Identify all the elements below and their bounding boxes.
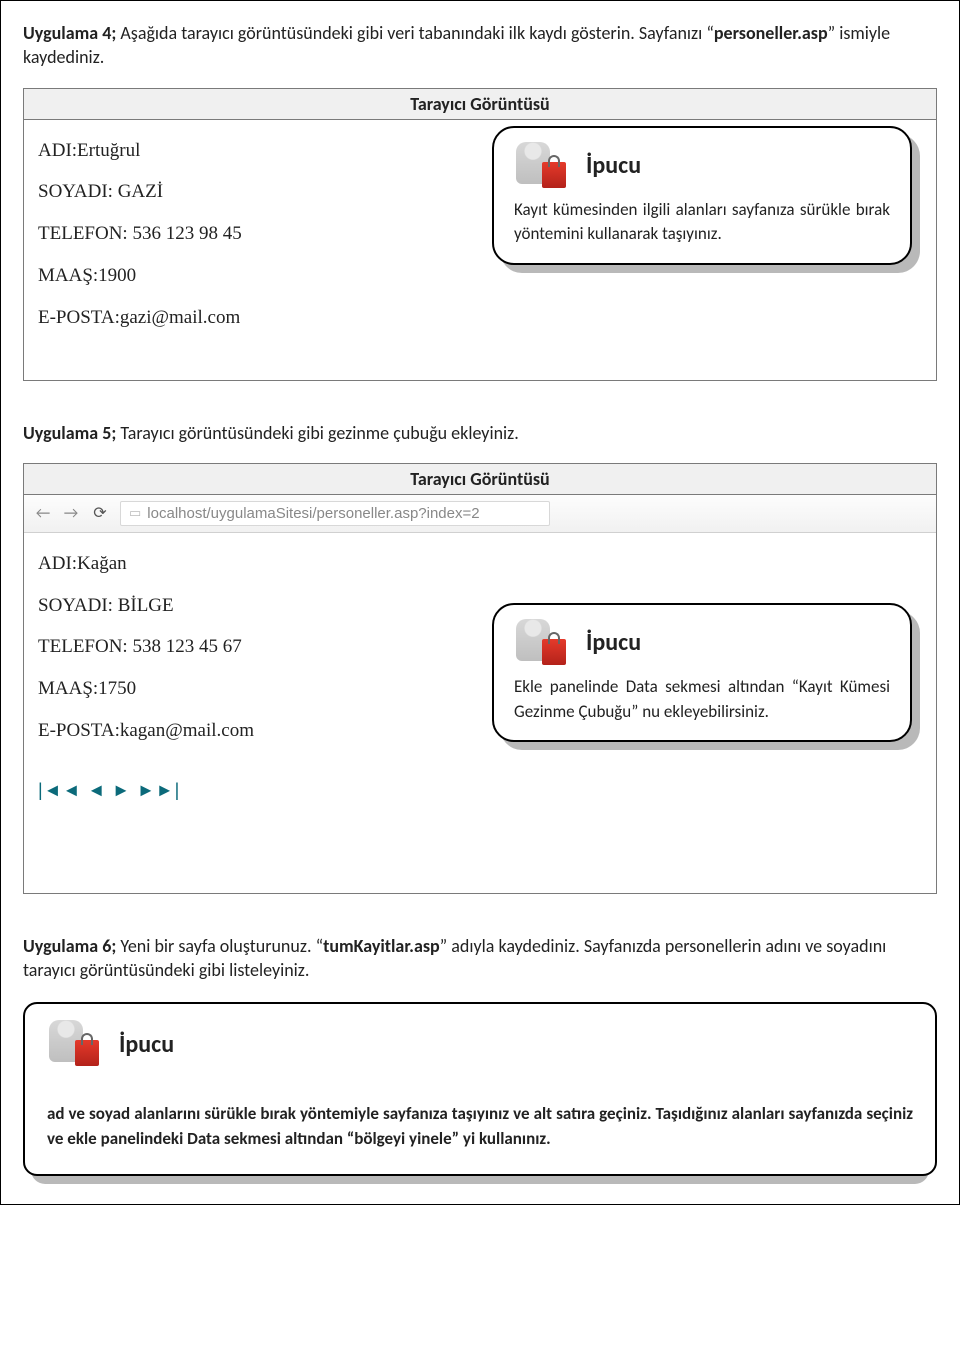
url-text: localhost/uygulamaSitesi/personeller.asp…: [147, 505, 479, 522]
prev-record-icon[interactable]: ◄: [87, 780, 106, 801]
back-icon[interactable]: ←: [34, 504, 52, 522]
tip-title: İpucu: [586, 628, 641, 657]
ex6-heading-filename: tumKayitlar.asp: [323, 935, 440, 957]
tip-head: İpucu: [47, 1020, 913, 1068]
next-record-icon[interactable]: ►: [112, 780, 131, 801]
ex4-heading-text1: Aşağıda tarayıcı görüntüsündeki gibi ver…: [116, 22, 714, 44]
tip-body: Kayıt kümesinden ilgili alanları sayfanı…: [514, 198, 890, 247]
ex4-tip: İpucu Kayıt kümesinden ilgili alanları s…: [492, 126, 912, 265]
page: Uygulama 4; Aşağıda tarayıcı görüntüsünd…: [0, 0, 960, 1205]
ex4-heading-filename: personeller.asp: [714, 22, 828, 44]
lock-figure-icon: [514, 619, 574, 667]
ex4-heading: Uygulama 4; Aşağıda tarayıcı görüntüsünd…: [23, 21, 937, 70]
tip-head: İpucu: [514, 619, 890, 667]
ex5-heading: Uygulama 5; Tarayıcı görüntüsündeki gibi…: [23, 421, 937, 445]
last-record-icon[interactable]: ►►|: [137, 780, 180, 801]
ex4-panel-body: ADI:Ertuğrul SOYADI: GAZİ TELEFON: 536 1…: [24, 120, 936, 380]
tip-box: İpucu ad ve soyad alanlarını sürükle bır…: [23, 1002, 937, 1175]
ex6-heading-text1: Yeni bir sayfa oluşturunuz. “: [116, 935, 323, 957]
tip-title: İpucu: [119, 1030, 174, 1059]
tip-body: ad ve soyad alanlarını sürükle bırak yön…: [47, 1102, 913, 1151]
address-bar[interactable]: ▭ localhost/uygulamaSitesi/personeller.a…: [120, 501, 550, 526]
forward-icon[interactable]: →: [62, 504, 80, 522]
page-icon: ▭: [129, 505, 141, 521]
tip-title: İpucu: [586, 151, 641, 180]
ex4-panel-title: Tarayıcı Görüntüsü: [24, 89, 936, 120]
first-record-icon[interactable]: |◄◄: [38, 780, 81, 801]
field-eposta: E-POSTA:gazi@mail.com: [38, 297, 922, 339]
ex5-panel: Tarayıcı Görüntüsü ← → ⟳ ▭ localhost/uyg…: [23, 463, 937, 894]
ex4-panel: Tarayıcı Görüntüsü ADI:Ertuğrul SOYADI: …: [23, 88, 937, 381]
field-adi: ADI:Kağan: [38, 543, 922, 585]
ex5-heading-bold: Uygulama 5;: [23, 422, 116, 444]
ex5-tip: İpucu Ekle panelinde Data sekmesi altınd…: [492, 603, 912, 742]
ex5-heading-text: Tarayıcı görüntüsündeki gibi gezinme çub…: [116, 422, 519, 444]
ex5-panel-title: Tarayıcı Görüntüsü: [24, 464, 936, 495]
ex4-heading-bold: Uygulama 4;: [23, 22, 116, 44]
browser-toolbar: ← → ⟳ ▭ localhost/uygulamaSitesi/persone…: [24, 495, 936, 533]
tip-head: İpucu: [514, 142, 890, 190]
lock-figure-icon: [514, 142, 574, 190]
ex6-heading: Uygulama 6; Yeni bir sayfa oluşturunuz. …: [23, 934, 937, 983]
tip-box: İpucu Ekle panelinde Data sekmesi altınd…: [492, 603, 912, 742]
lock-figure-icon: [47, 1020, 107, 1068]
tip-box: İpucu Kayıt kümesinden ilgili alanları s…: [492, 126, 912, 265]
reload-icon[interactable]: ⟳: [90, 503, 110, 523]
ex6-heading-bold: Uygulama 6;: [23, 935, 116, 957]
ex5-panel-body: ADI:Kağan SOYADI: BİLGE TELEFON: 538 123…: [24, 533, 936, 893]
ex6-tip: İpucu ad ve soyad alanlarını sürükle bır…: [23, 1002, 937, 1175]
tip-body: Ekle panelinde Data sekmesi altından “Ka…: [514, 675, 890, 724]
recordset-nav: |◄◄ ◄ ► ►►|: [38, 780, 922, 801]
